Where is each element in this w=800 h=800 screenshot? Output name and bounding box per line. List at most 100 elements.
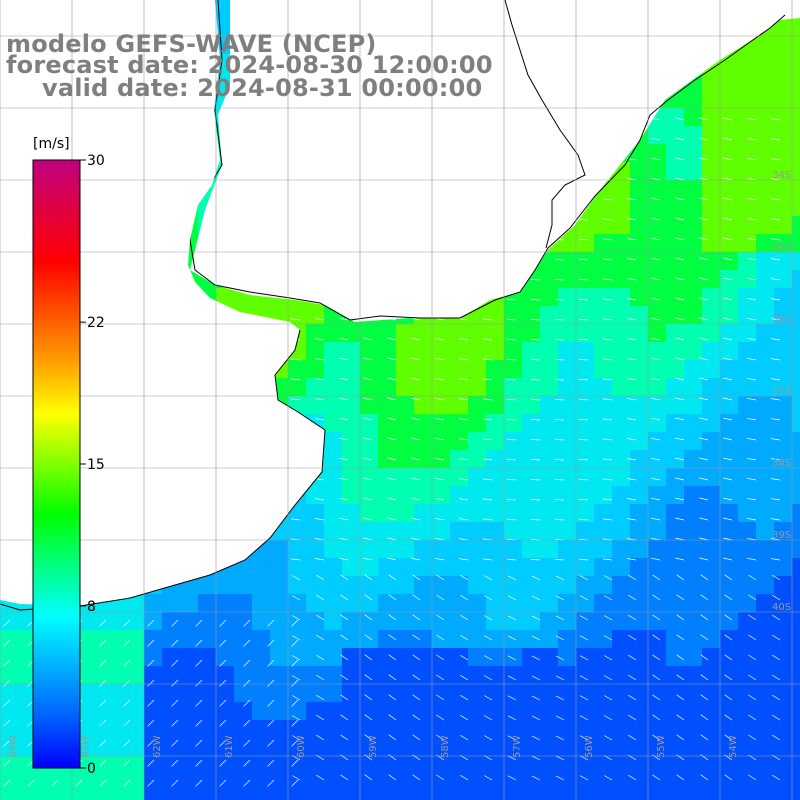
wind-cell — [792, 126, 800, 144]
wind-cell — [648, 756, 666, 774]
wind-cell — [342, 360, 360, 378]
wind-arrow — [387, 357, 397, 361]
wind-cell — [504, 450, 522, 468]
wind-cell — [378, 468, 396, 486]
wind-arrow — [747, 457, 757, 461]
wind-cell — [396, 648, 414, 666]
wind-cell — [450, 702, 468, 720]
wind-cell — [738, 198, 756, 216]
wind-cell — [774, 450, 792, 468]
wind-arrow — [579, 755, 589, 761]
wind-arrow — [651, 557, 661, 561]
wind-cell — [216, 738, 234, 756]
wind-cell — [702, 252, 720, 270]
wind-cell — [504, 738, 522, 756]
wind-cell — [558, 360, 576, 378]
wind-cell — [342, 558, 360, 576]
wind-cell — [666, 702, 684, 720]
wind-cell — [396, 594, 414, 612]
wind-arrow — [506, 418, 517, 421]
wind-cell — [522, 720, 540, 738]
wind-arrow — [147, 679, 155, 687]
wind-cell — [90, 702, 108, 720]
wind-cell — [630, 522, 648, 540]
wind-cell — [108, 720, 126, 738]
wind-cell — [792, 684, 800, 702]
wind-cell — [378, 342, 396, 360]
wind-cell — [612, 270, 630, 288]
wind-cell — [324, 414, 342, 432]
wind-cell — [180, 720, 198, 738]
wind-arrow — [700, 634, 709, 641]
wind-cell — [756, 108, 774, 126]
wind-cell — [198, 630, 216, 648]
wind-cell — [756, 774, 774, 792]
wind-cell — [468, 558, 486, 576]
wind-arrow — [627, 258, 637, 261]
wind-cell — [288, 576, 306, 594]
wind-arrow — [578, 438, 589, 441]
wind-arrow — [723, 477, 733, 481]
wind-arrow — [387, 437, 397, 441]
wind-cell — [648, 360, 666, 378]
wind-arrow — [603, 338, 613, 341]
wind-cell — [486, 396, 504, 414]
wind-cell — [756, 306, 774, 324]
wind-arrow — [339, 457, 349, 461]
wind-cell — [360, 342, 378, 360]
wind-cell — [306, 360, 324, 378]
wind-cell — [432, 540, 450, 558]
wind-cell — [756, 72, 774, 90]
wind-cell — [648, 468, 666, 486]
wind-arrow — [411, 417, 421, 421]
wind-cell — [270, 666, 288, 684]
wind-cell — [234, 702, 252, 720]
wind-cell — [612, 324, 630, 342]
wind-arrow — [603, 218, 613, 221]
wind-arrow — [651, 477, 661, 481]
wind-cell — [180, 756, 198, 774]
wind-arrow — [412, 634, 421, 641]
wind-cell — [576, 234, 594, 252]
wind-cell — [612, 486, 630, 504]
wind-arrow — [195, 679, 203, 687]
wind-cell — [666, 414, 684, 432]
wind-arrow — [531, 655, 541, 661]
wind-arrow — [771, 118, 781, 121]
wind-cell — [360, 432, 378, 450]
wind-cell — [540, 432, 558, 450]
wind-cell — [342, 666, 360, 684]
wind-arrow — [675, 457, 685, 461]
wind-cell — [702, 522, 720, 540]
wind-cell — [738, 702, 756, 720]
wind-cell — [360, 576, 378, 594]
wind-cell — [90, 720, 108, 738]
wind-arrow — [748, 654, 757, 661]
wind-cell — [306, 630, 324, 648]
wind-cell — [306, 612, 324, 630]
wind-arrow — [363, 457, 373, 461]
wind-cell — [702, 450, 720, 468]
wind-arrow — [531, 715, 541, 721]
wind-arrow — [675, 357, 685, 361]
wind-cell — [648, 648, 666, 666]
wind-cell — [396, 540, 414, 558]
wind-cell — [648, 558, 666, 576]
wind-arrow — [628, 774, 637, 781]
wind-cell — [576, 684, 594, 702]
wind-arrow — [627, 358, 637, 361]
wind-arrow — [243, 719, 251, 727]
wind-cell — [756, 180, 774, 198]
wind-arrow — [315, 318, 325, 321]
wind-cell — [594, 306, 612, 324]
wind-cell — [792, 90, 800, 108]
wind-cell — [702, 702, 720, 720]
wind-cell — [702, 612, 720, 630]
wind-cell — [666, 666, 684, 684]
wind-cell — [486, 324, 504, 342]
wind-cell — [612, 540, 630, 558]
wind-cell — [360, 558, 378, 576]
wind-cell — [522, 684, 540, 702]
wind-cell — [648, 198, 666, 216]
wind-cell — [288, 702, 306, 720]
